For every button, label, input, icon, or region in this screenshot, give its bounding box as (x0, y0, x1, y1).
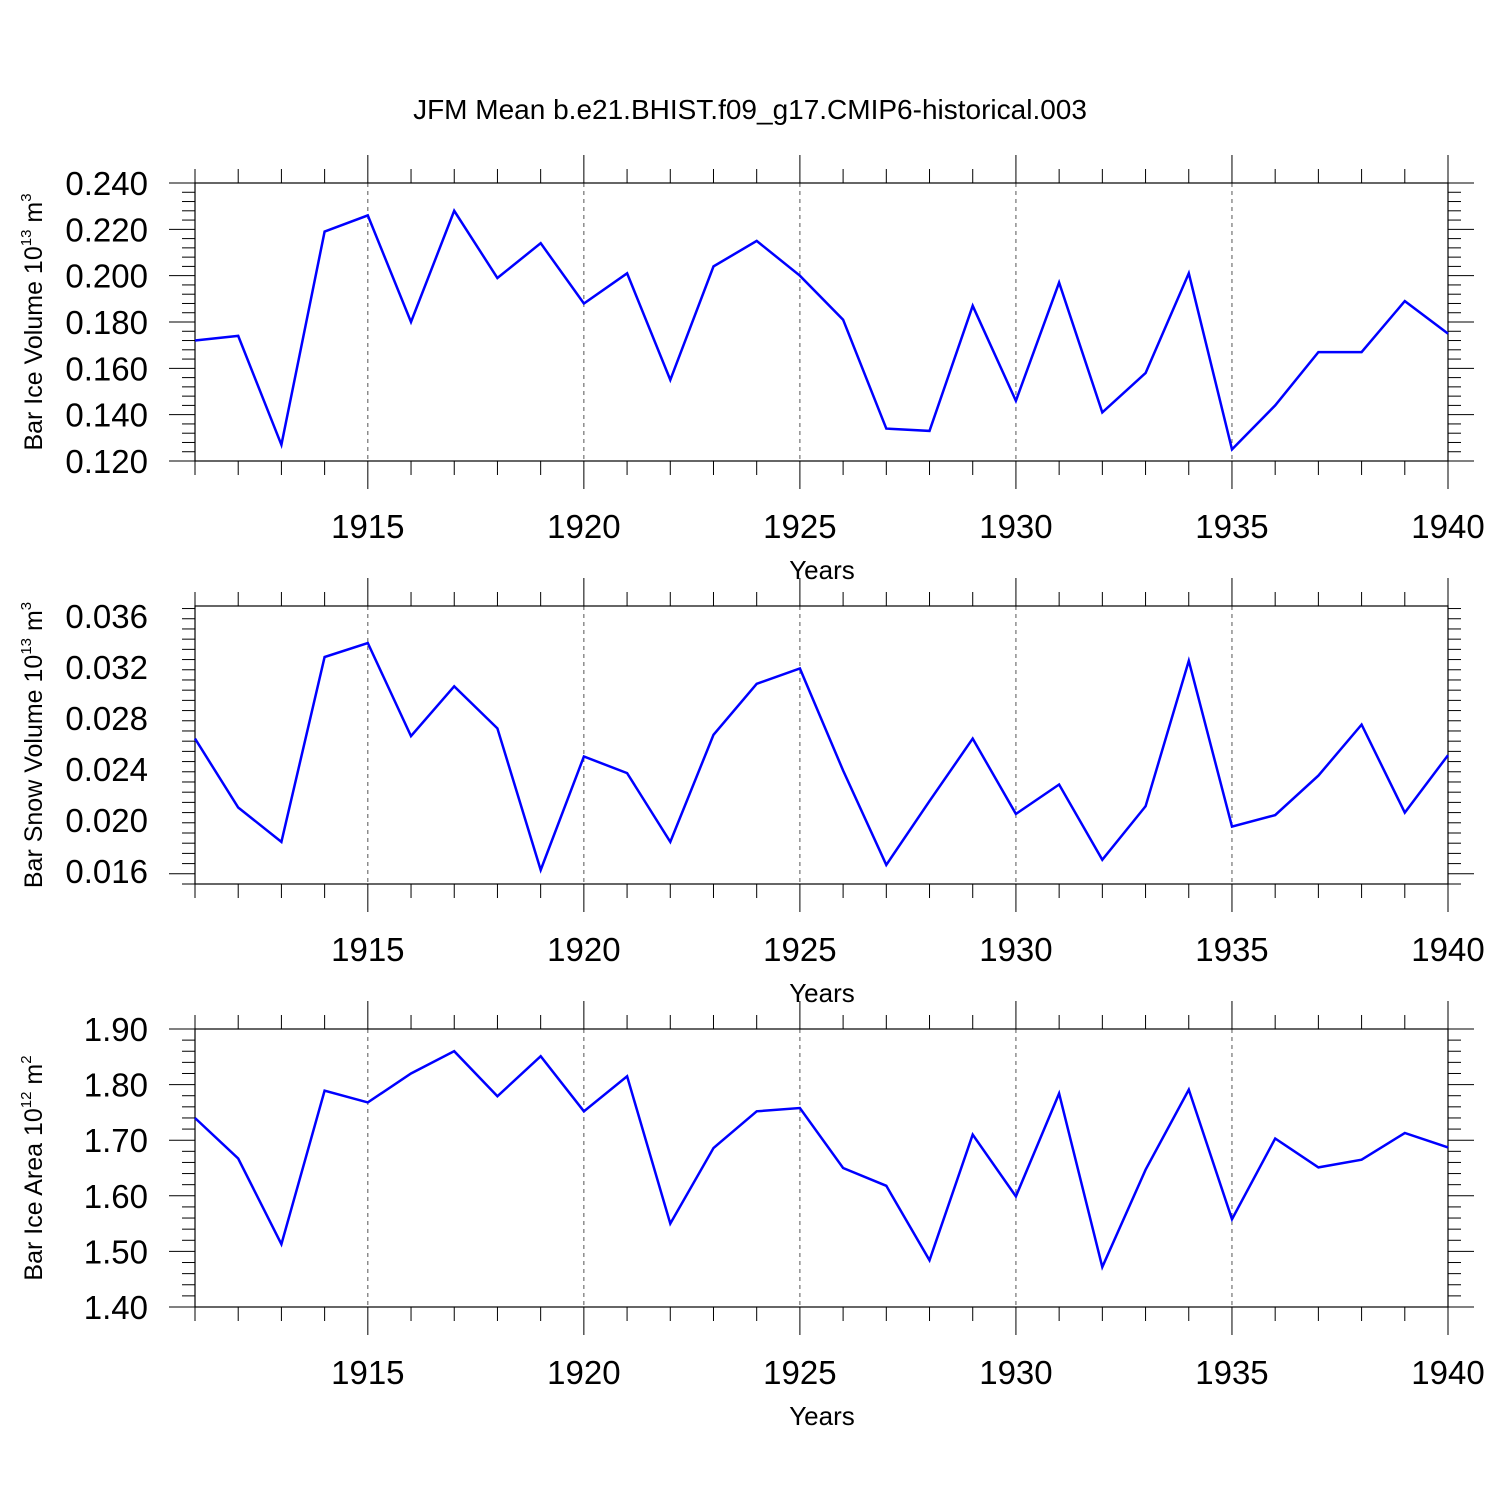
series-line (193, 641, 1449, 874)
plot-frame (194, 605, 1449, 885)
x-tick-label: 1940 (1411, 508, 1484, 545)
series-line (194, 1049, 1449, 1271)
y-axis-label: Bar Snow Volume 1013 m3 (18, 602, 48, 888)
x-tick-label: 1925 (763, 931, 836, 968)
x-tick-label: 1915 (331, 931, 404, 968)
y-tick-label: 0.180 (65, 304, 148, 341)
x-tick-label: 1920 (547, 1354, 620, 1391)
y-axis-label: Bar Ice Volume 1013 m3 (18, 193, 48, 450)
x-tick-label: 1935 (1195, 931, 1268, 968)
y-tick-label: 0.016 (65, 853, 148, 890)
y-tick-label: 1.40 (84, 1289, 148, 1326)
x-tick-label: 1920 (547, 931, 620, 968)
chart-title: JFM Mean b.e21.BHIST.f09_g17.CMIP6-histo… (413, 94, 1087, 125)
panel-1: 0.120 0.140 0.160 0.180 0.200 0.220 0.240 1915 1… (18, 155, 1485, 585)
y-tick-label: 0.220 (65, 211, 148, 248)
x-tick-label: 1935 (1195, 1354, 1268, 1391)
y-tick-label: 1.90 (84, 1011, 148, 1048)
y-tick-label: 0.200 (65, 258, 148, 295)
y-tick-label: 0.240 (65, 165, 148, 202)
y-tick-label: 0.036 (65, 598, 148, 635)
x-tick-label: 1920 (547, 508, 620, 545)
y-tick-label: 0.160 (65, 350, 148, 387)
x-axis-label: Years (789, 555, 855, 585)
x-tick-label: 1940 (1411, 931, 1484, 968)
x-tick-label: 1915 (331, 508, 404, 545)
y-tick-label: 1.80 (84, 1067, 148, 1104)
y-tick-label: 1.60 (84, 1178, 148, 1215)
y-tick-label: 0.140 (65, 397, 148, 434)
y-tick-label: 0.120 (65, 443, 148, 480)
x-axis-label: Years (789, 1401, 855, 1431)
x-tick-label: 1935 (1195, 508, 1268, 545)
panel-2: 0.016 0.020 0.024 0.028 0.032 0.036 1915 1920 19… (18, 578, 1485, 1008)
x-axis-label: Years (789, 978, 855, 1008)
y-tick-label: 0.020 (65, 802, 148, 839)
x-tick-label: 1925 (763, 508, 836, 545)
x-tick-label: 1930 (979, 931, 1052, 968)
y-tick-label: 1.70 (84, 1122, 148, 1159)
series-line (194, 208, 1449, 452)
y-tick-label: 0.028 (65, 700, 148, 737)
x-tick-label: 1930 (979, 1354, 1052, 1391)
y-tick-label: 0.024 (65, 751, 148, 788)
x-tick-label: 1915 (331, 1354, 404, 1391)
y-tick-label: 1.50 (84, 1233, 148, 1270)
panel-3: 1.40 1.50 1.60 1.70 1.80 1.90 1915 1920 1925 1930… (18, 1001, 1485, 1431)
y-tick-label: 0.032 (65, 649, 148, 686)
plot-frame (194, 1028, 1449, 1308)
y-axis-label: Bar Ice Area 1012 m2 (18, 1055, 48, 1280)
x-tick-label: 1940 (1411, 1354, 1484, 1391)
x-tick-label: 1930 (979, 508, 1052, 545)
x-tick-label: 1925 (763, 1354, 836, 1391)
